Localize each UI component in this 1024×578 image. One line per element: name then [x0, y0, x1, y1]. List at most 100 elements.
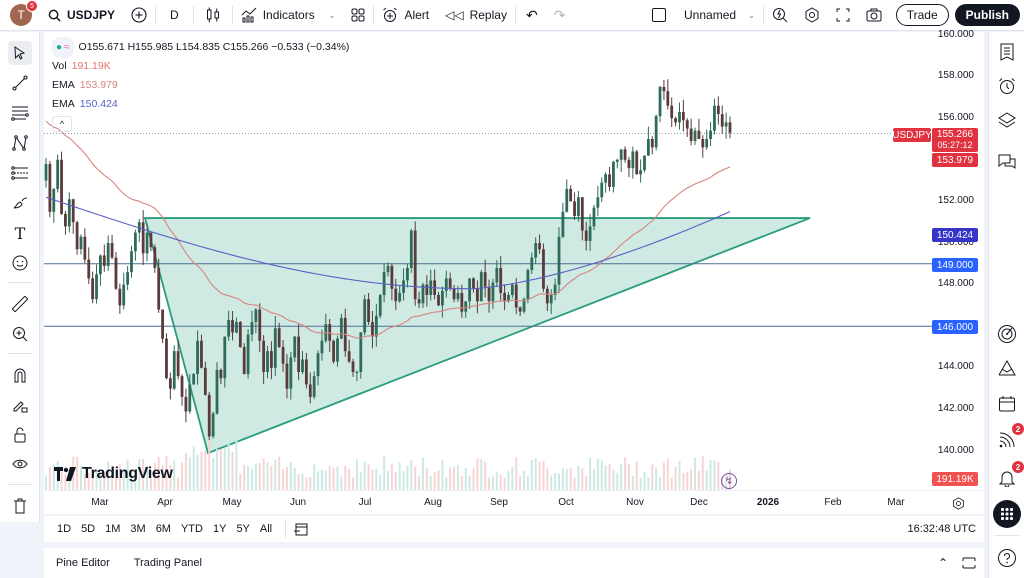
date-range-bar: 1D 5D 1M 3M 6M YTD 1Y 5Y All 16:32:48 UTC — [44, 516, 984, 542]
utc-clock[interactable]: 16:32:48 UTC — [907, 523, 976, 535]
plus-circle-icon — [131, 7, 147, 23]
tab-pine-editor[interactable]: Pine Editor — [56, 557, 110, 569]
chart-pane[interactable] — [44, 32, 984, 514]
templates-button[interactable] — [343, 0, 373, 31]
replay-button[interactable]: ◁◁ Replay — [445, 8, 507, 22]
price-chart[interactable] — [44, 32, 984, 514]
fullscreen-button[interactable] — [828, 0, 858, 31]
goto-date-icon[interactable] — [294, 522, 308, 536]
pattern-tool[interactable] — [8, 131, 32, 155]
layers-icon — [998, 112, 1016, 128]
chat-button[interactable] — [995, 150, 1019, 174]
layout-select[interactable]: Unnamed ⌄ — [644, 0, 763, 31]
range-5d[interactable]: 5D — [81, 523, 96, 535]
stay-in-drawing-mode[interactable] — [8, 393, 32, 417]
undo-icon: ↶ — [525, 6, 538, 23]
divider — [192, 6, 194, 24]
indicators-icon — [241, 7, 257, 23]
divider — [995, 535, 1019, 536]
alert-button[interactable]: Alert — [374, 0, 437, 31]
indicators-button[interactable]: Indicators ⌄ — [233, 0, 344, 31]
price-label: 152.000 — [937, 195, 974, 206]
range-1d[interactable]: 1D — [57, 523, 72, 535]
tradingview-logo[interactable]: TradingView — [54, 465, 173, 483]
axis-settings-icon[interactable] — [952, 497, 965, 510]
time-axis[interactable]: Mar Apr May Jun Jul Aug Sep Oct Nov Dec 2026 Feb Mar — [44, 490, 984, 514]
range-3m[interactable]: 3M — [130, 523, 146, 535]
cursor-tool[interactable] — [8, 41, 32, 65]
magnet-tool[interactable] — [8, 363, 32, 387]
ema-slow-line[interactable] — [45, 196, 731, 290]
ascending-triangle-drawing[interactable] — [143, 217, 811, 455]
expand-panel-icon[interactable]: ⌃ — [937, 556, 948, 570]
user-avatar[interactable]: T 5 — [10, 0, 38, 26]
hide-drawings[interactable] — [8, 453, 32, 477]
time-label: Jul — [358, 497, 372, 508]
chevron-up-icon: ^ — [59, 118, 65, 129]
trend-line-tool[interactable] — [8, 71, 32, 95]
avatar-badge: 5 — [26, 0, 38, 12]
lock-drawings[interactable] — [8, 423, 32, 447]
settings-button[interactable] — [796, 0, 828, 31]
ema-fast-legend[interactable]: EMA 153.979 — [52, 79, 118, 91]
chevron-down-icon[interactable]: ⌄ — [328, 10, 336, 20]
bottom-panel: Pine Editor Trading Panel ⌃ — [44, 548, 984, 578]
range-ytd[interactable]: YTD — [180, 523, 203, 535]
range-1y[interactable]: 1Y — [212, 523, 227, 535]
watchlist-button[interactable] — [995, 40, 1019, 64]
pencil-lock-icon — [13, 401, 28, 413]
ema-slow-legend[interactable]: EMA 150.424 — [52, 98, 118, 110]
remove-drawings[interactable] — [8, 494, 32, 518]
rewind-icon: ◁◁ — [445, 8, 464, 22]
zoom-in-icon — [13, 327, 28, 342]
redo-button[interactable]: ↷ — [548, 0, 572, 31]
alarm-clock-icon — [999, 78, 1015, 94]
quick-search-button[interactable] — [764, 0, 796, 31]
volume-legend[interactable]: Vol 191.19K — [52, 60, 111, 72]
ideas-button[interactable] — [995, 356, 1019, 380]
notifications-badge: 2 — [1012, 461, 1024, 473]
emoji-tool[interactable] — [8, 251, 32, 275]
range-all[interactable]: All — [259, 523, 273, 535]
news-stream-button[interactable]: 2 — [995, 423, 1024, 452]
brush-tool[interactable] — [8, 191, 32, 215]
candlesticks[interactable] — [44, 79, 732, 441]
time-label: Feb — [824, 497, 842, 508]
chart-type-button[interactable] — [194, 0, 232, 31]
undo-button[interactable]: ↶ — [516, 0, 548, 31]
notifications-button[interactable]: 2 — [995, 461, 1024, 490]
calendar-button[interactable] — [995, 392, 1019, 416]
time-label: May — [222, 497, 242, 508]
range-5y[interactable]: 5Y — [236, 523, 250, 535]
checkbox-icon[interactable] — [652, 8, 667, 22]
trend-line-icon — [12, 75, 28, 91]
help-button[interactable] — [995, 546, 1019, 570]
range-6m[interactable]: 6M — [155, 523, 171, 535]
maximize-panel-icon[interactable] — [962, 557, 976, 569]
alerts-button[interactable] — [995, 74, 1019, 98]
redo-icon: ↷ — [553, 6, 566, 23]
compare-symbol-button[interactable] — [123, 0, 155, 31]
products-button[interactable] — [993, 500, 1021, 528]
forecast-tool[interactable] — [8, 161, 32, 185]
drawing-toolbar: T — [0, 32, 40, 522]
time-label: 2026 — [756, 497, 780, 508]
screener-button[interactable] — [995, 322, 1019, 346]
camera-icon — [866, 8, 882, 22]
legend-status[interactable]: ● ≈ — [52, 37, 74, 58]
symbol-search-button[interactable]: USDJPY — [40, 0, 123, 31]
tab-trading-panel[interactable]: Trading Panel — [133, 557, 202, 569]
lightning-event-icon[interactable]: ↯ — [721, 473, 737, 489]
fib-tool[interactable] — [8, 101, 32, 125]
measure-tool[interactable] — [8, 292, 32, 316]
trade-button[interactable]: Trade — [895, 4, 949, 26]
ema-fast-line[interactable] — [45, 120, 731, 339]
range-1m[interactable]: 1M — [105, 523, 121, 535]
interval-button[interactable]: D — [170, 8, 179, 22]
publish-button[interactable]: Publish — [954, 4, 1020, 26]
zoom-tool[interactable] — [8, 322, 32, 346]
text-tool[interactable]: T — [8, 221, 32, 245]
snapshot-button[interactable] — [858, 0, 890, 31]
object-tree-button[interactable] — [995, 108, 1019, 132]
collapse-legend-button[interactable]: ^ — [52, 116, 72, 132]
